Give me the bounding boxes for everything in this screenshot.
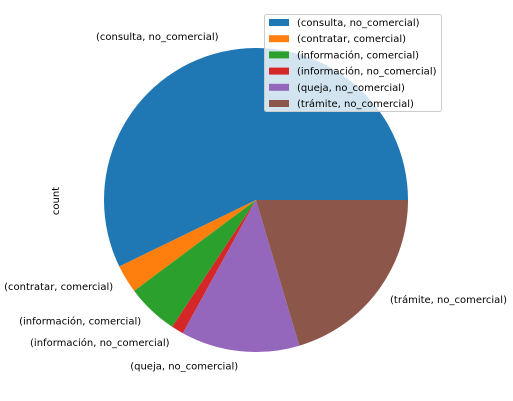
legend-swatch [269,51,289,59]
pie-slice [134,200,256,327]
legend-label: (trámite, no_comercial) [297,98,414,110]
legend: (consulta, no_comercial) (contratar, come… [264,14,442,112]
legend-swatch [269,100,289,107]
legend-swatch [269,19,289,26]
pie-slice [256,200,408,346]
legend-label: (consulta, no_comercial) [297,18,420,29]
slice-label: (información, no_comercial) [30,337,170,349]
legend-swatch [269,67,289,75]
legend-swatch [269,83,289,91]
slice-label: (información, comercial) [19,316,141,328]
slice-label: (trámite, no_comercial) [390,294,507,306]
slice-labels: (consulta, no_comercial) (contratar, come… [4,32,507,372]
y-axis-label: count [51,187,62,215]
slice-label: (consulta, no_comercial) [96,32,219,43]
legend-items: (consulta, no_comercial) (contratar, come… [269,18,437,110]
legend-label: (queja, no_comercial) [297,83,405,94]
legend-swatch [269,35,289,43]
legend-frame [264,14,442,112]
legend-label: (información, comercial) [297,49,419,61]
slice-label: (contratar, comercial) [4,282,113,293]
legend-label: (contratar, comercial) [297,34,406,45]
pie-slice [172,200,256,334]
slice-label: (queja, no_comercial) [130,361,238,372]
legend-label: (información, no_comercial) [297,66,437,78]
pie-slice [119,200,256,291]
pie-slice [182,200,300,353]
